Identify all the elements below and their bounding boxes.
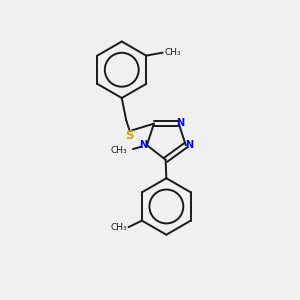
Text: CH₃: CH₃	[110, 223, 127, 232]
Text: N: N	[176, 118, 184, 128]
Text: N: N	[139, 140, 147, 150]
Text: N: N	[185, 140, 193, 150]
Text: CH₃: CH₃	[110, 146, 127, 155]
Text: S: S	[125, 129, 134, 142]
Text: CH₃: CH₃	[165, 48, 181, 57]
